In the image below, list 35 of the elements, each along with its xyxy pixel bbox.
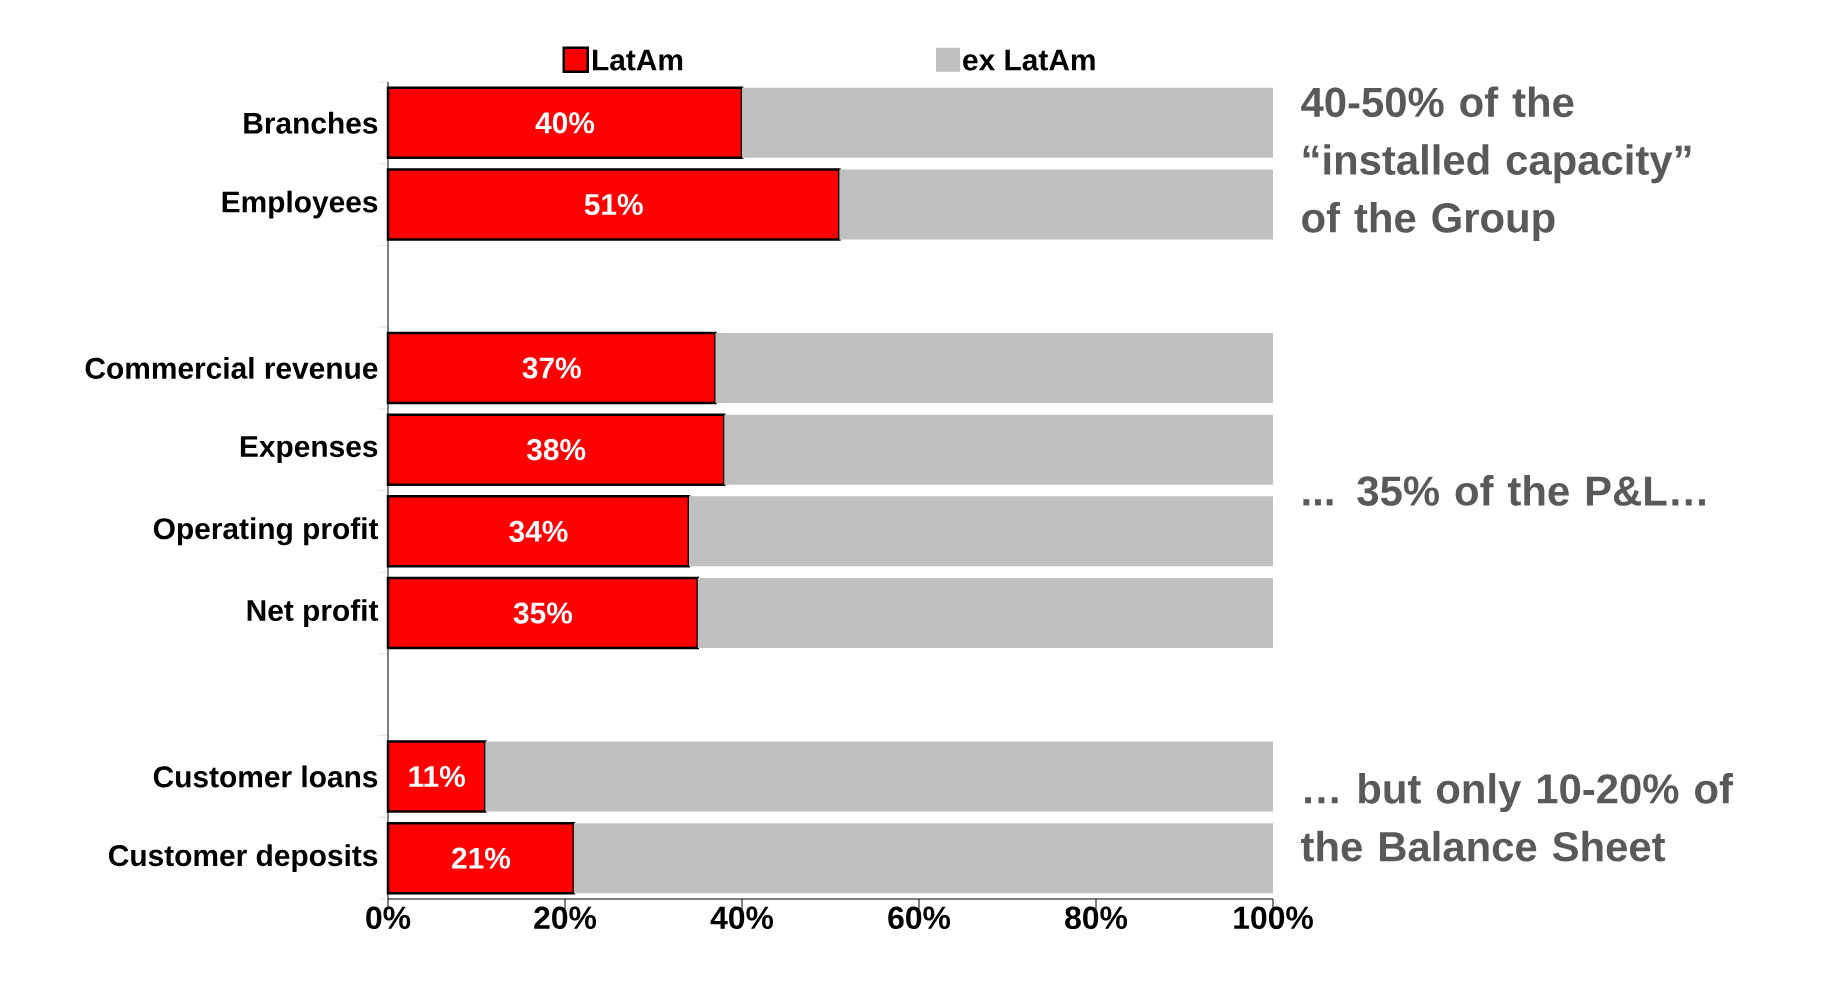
bar	[485, 741, 1274, 812]
x-tick-label: 80%	[1065, 906, 1128, 930]
bar	[839, 169, 1274, 240]
text: ... 35% of the P&L…	[1303, 475, 1705, 506]
bar	[742, 87, 1274, 158]
y-tick-label: Employees	[222, 190, 378, 219]
bar	[688, 496, 1274, 567]
data-label: 37%	[522, 357, 581, 379]
legend-label: LatAm	[592, 49, 683, 71]
bar	[697, 578, 1274, 649]
bar	[573, 823, 1274, 894]
data-label: 51%	[584, 194, 643, 216]
y-tick-label: Net profit	[247, 599, 379, 627]
y-tick-label: Operating profit	[153, 517, 379, 546]
x-tick-label: 60%	[888, 906, 951, 930]
x-tick-label: 100%	[1234, 906, 1313, 930]
data-label: 38%	[526, 439, 586, 461]
text: … but only 10-20% of the Balance Sheet	[1301, 773, 1734, 862]
y-tick-label: Branches	[244, 111, 378, 134]
x-tick-label: 0%	[366, 906, 411, 930]
data-label: 11%	[409, 765, 465, 787]
bar	[724, 414, 1274, 485]
x-tick-label: 20%	[534, 906, 597, 930]
legend-label: ex LatAm	[963, 49, 1095, 71]
y-tick-label: Expenses	[240, 436, 378, 464]
bar	[715, 332, 1274, 403]
text: 40-50% of the “installed capacity” of the Group	[1301, 86, 1691, 241]
data-label: 34%	[509, 520, 568, 542]
y-tick-label: Customer deposits	[109, 844, 378, 873]
data-label: 21%	[452, 847, 511, 869]
x-tick-label: 40%	[710, 906, 774, 930]
data-label: 35%	[513, 602, 572, 624]
y-tick-label: Commercial revenue	[85, 356, 378, 379]
data-label: 40%	[535, 112, 595, 134]
y-tick-label: Customer loans	[153, 765, 378, 788]
